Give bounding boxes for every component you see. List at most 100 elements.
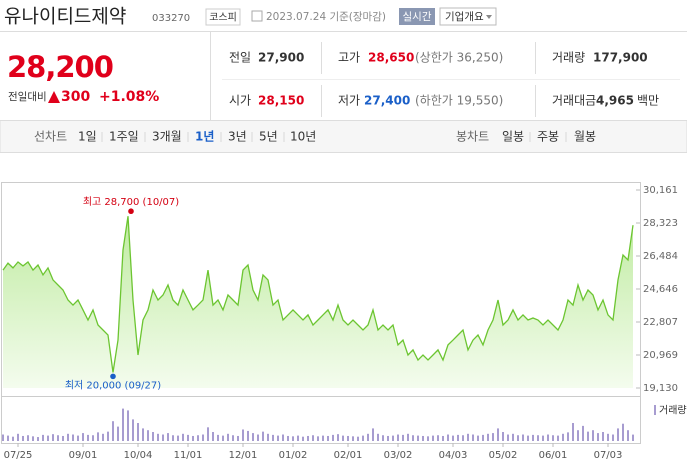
- volume-bar: [267, 433, 269, 441]
- volume-bar: [207, 427, 209, 441]
- volume-bar: [562, 433, 564, 441]
- volume-bar: [62, 435, 64, 441]
- volume-bar: [127, 410, 129, 441]
- volume-bar: [97, 432, 99, 441]
- volume-bar: [512, 433, 514, 441]
- x-tick-label: 11/01: [174, 450, 203, 461]
- volume-bar: [627, 430, 629, 441]
- realtime-button[interactable]: [399, 8, 435, 25]
- volume-bar: [112, 421, 114, 441]
- stat-label: 저가: [338, 94, 360, 108]
- volume-bar: [537, 435, 539, 441]
- volume-bar: [577, 430, 579, 441]
- volume-bar: [617, 428, 619, 441]
- volume-bar: [137, 423, 139, 441]
- volume-bar: [102, 433, 104, 441]
- candle-tab[interactable]: 월봉: [574, 130, 596, 144]
- company-label[interactable]: 기업개요: [445, 10, 484, 23]
- stat-value: 27,400: [364, 94, 410, 108]
- volume-bar: [417, 435, 419, 441]
- volume-bar: [477, 435, 479, 441]
- volume-bar: [467, 433, 469, 441]
- volume-bar: [587, 431, 589, 441]
- volume-bar: [317, 436, 319, 441]
- volume-bar: [277, 435, 279, 441]
- volume-bar: [2, 434, 4, 441]
- volume-bar: [197, 435, 199, 441]
- y-tick-label: 30,161: [643, 185, 678, 196]
- period-tab[interactable]: 3개월: [152, 130, 182, 144]
- volume-bar: [447, 434, 449, 441]
- volume-bar: [177, 435, 179, 441]
- volume-bar: [92, 435, 94, 441]
- period-tab[interactable]: 1일: [78, 130, 97, 144]
- volume-bar: [67, 433, 69, 441]
- volume-bar: [147, 430, 149, 441]
- volume-bar: [557, 435, 559, 441]
- period-tab[interactable]: 5년: [259, 130, 278, 144]
- volume-bar: [7, 435, 9, 441]
- candle-tab[interactable]: 일봉: [502, 130, 524, 144]
- volume-bar: [72, 434, 74, 441]
- stat-label: 거래대금: [552, 94, 596, 108]
- volume-bar: [377, 433, 379, 441]
- period-tab[interactable]: 10년: [290, 130, 316, 144]
- volume-bar: [432, 435, 434, 441]
- y-tick-label: 22,807: [643, 317, 678, 328]
- volume-bar: [527, 435, 529, 441]
- stat-value: 27,900: [258, 51, 304, 65]
- stat-value: 28,650: [368, 51, 414, 65]
- extreme-dot: [128, 208, 134, 215]
- volume-legend: 거래량: [659, 405, 687, 417]
- x-tick-label: 07/25: [4, 450, 33, 461]
- period-tab[interactable]: 1주일: [109, 130, 139, 144]
- calendar-icon: [251, 10, 263, 22]
- change-pct: +1.08%: [99, 89, 159, 105]
- realtime-label[interactable]: 실시간: [403, 11, 432, 23]
- x-tick-label: 06/01: [539, 450, 568, 461]
- volume-bar: [342, 435, 344, 441]
- stock-code: 033270: [152, 13, 190, 24]
- volume-bar: [607, 433, 609, 441]
- volume-bar: [602, 432, 604, 441]
- company-button[interactable]: [439, 7, 497, 26]
- x-tick-label: 10/04: [124, 450, 153, 461]
- volume-bar: [572, 423, 574, 441]
- volume-bar: [227, 433, 229, 441]
- y-tick-label: 28,323: [643, 218, 678, 229]
- volume-bar: [212, 432, 214, 441]
- stat-value: 4,965: [596, 94, 634, 108]
- period-tab[interactable]: 3년: [228, 130, 247, 144]
- volume-bar: [37, 437, 39, 441]
- volume-bar: [222, 435, 224, 441]
- change: 300: [61, 89, 90, 105]
- y-tick-label: 20,969: [643, 350, 678, 361]
- volume-bar: [192, 435, 194, 441]
- volume-bar: [332, 434, 334, 441]
- period-tab[interactable]: 1년: [195, 130, 214, 144]
- volume-bar: [117, 426, 119, 441]
- volume-bar: [402, 434, 404, 441]
- volume-bar: [407, 433, 409, 441]
- volume-bar: [397, 434, 399, 441]
- stock-name: 유나이티드제약: [4, 6, 126, 28]
- stat-label: 고가: [338, 51, 360, 65]
- volume-bar: [252, 433, 254, 441]
- volume-bar: [182, 433, 184, 441]
- volume-bar: [87, 434, 89, 441]
- volume-bar: [582, 425, 584, 441]
- change-label: 전일대비: [8, 90, 47, 103]
- volume-bar: [507, 434, 509, 441]
- market: 코스피: [209, 12, 237, 24]
- volume-bar: [592, 430, 594, 441]
- volume-bar: [167, 433, 169, 441]
- stat-label: 거래량: [552, 51, 585, 65]
- candle-tab[interactable]: 주봉: [537, 130, 559, 144]
- volume-bar: [232, 435, 234, 441]
- volume-bar: [32, 436, 34, 441]
- stat-value: 177,900: [593, 51, 648, 65]
- volume-bar: [327, 435, 329, 441]
- volume-legend-swatch: [654, 405, 656, 415]
- volume-bar: [352, 436, 354, 441]
- stat-label: 시가: [229, 94, 251, 108]
